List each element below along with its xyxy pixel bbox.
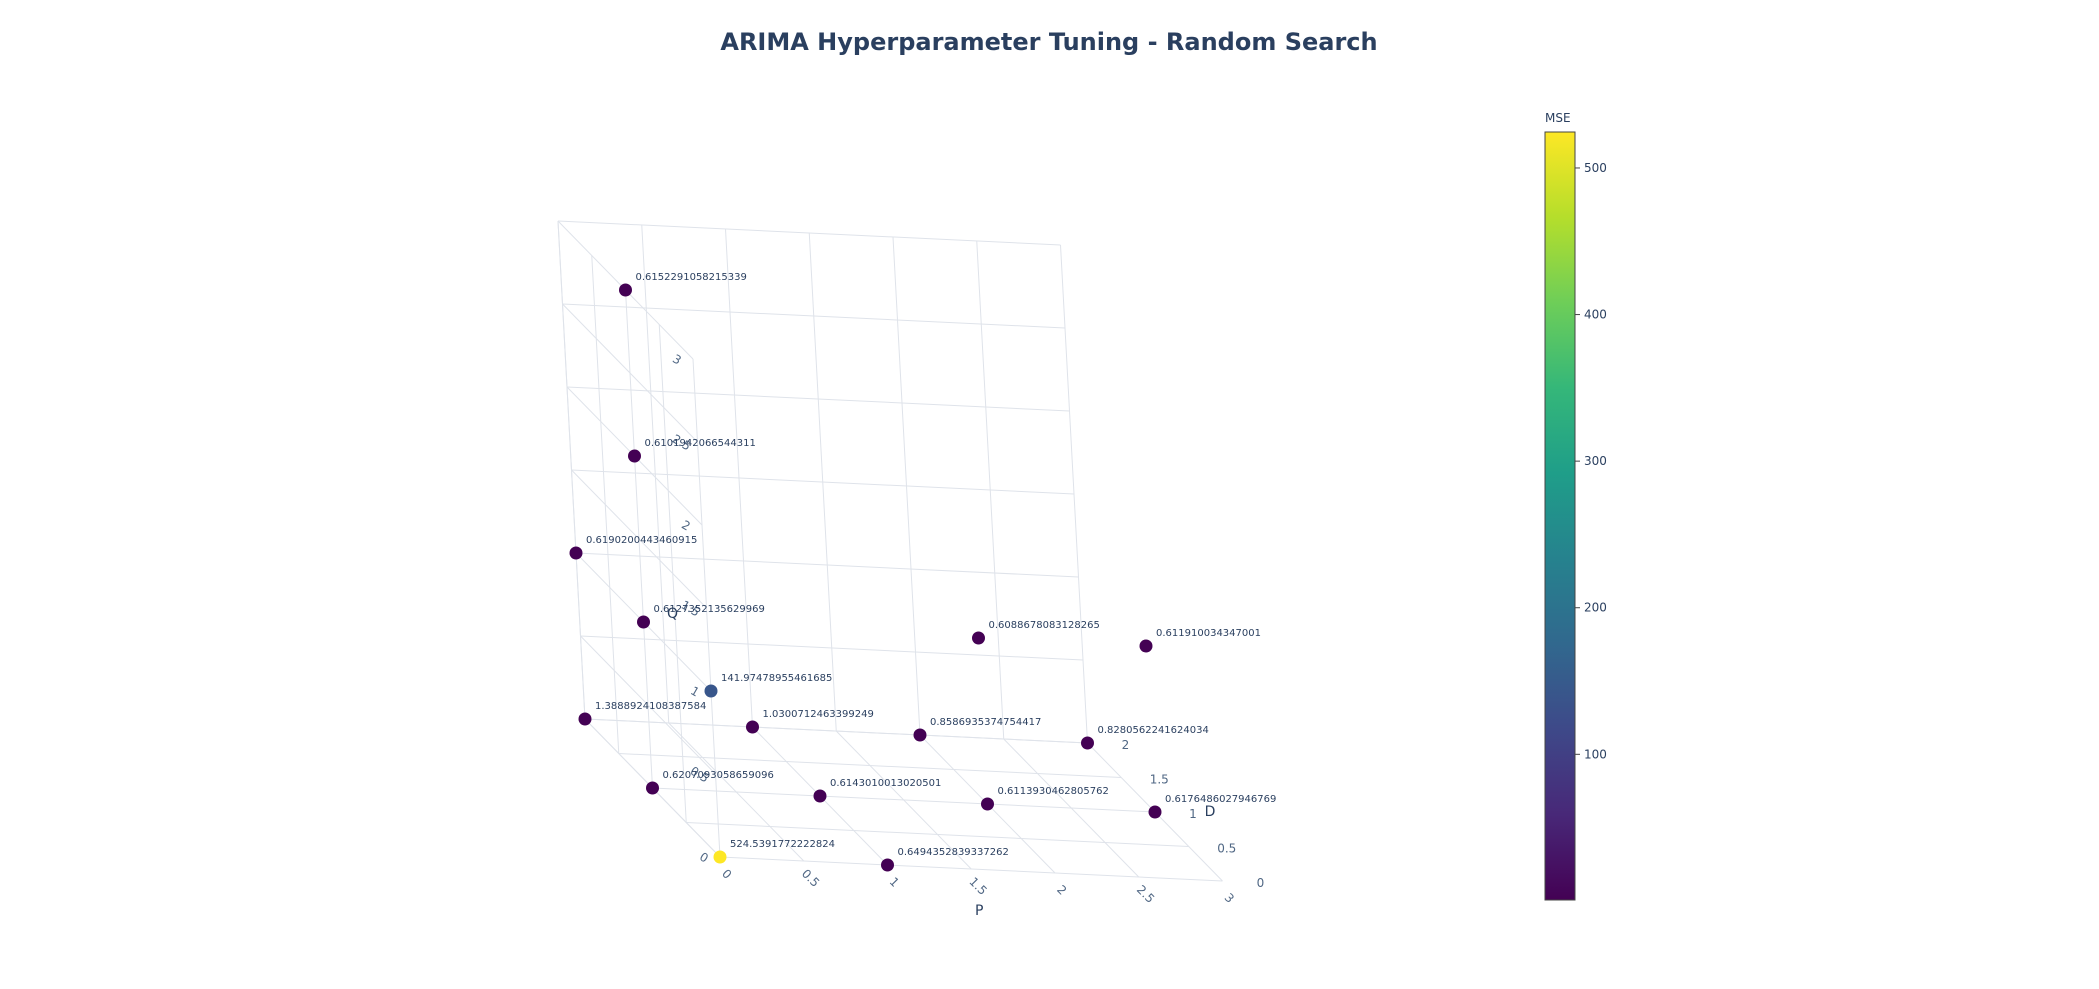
- floor-gridline: [686, 822, 1189, 847]
- data-point-label: 0.6190200443460915: [586, 535, 697, 546]
- data-point: [972, 631, 985, 645]
- q-axis-tick: 0: [697, 850, 711, 866]
- colorbar-tick-label: 300: [1584, 454, 1607, 468]
- data-point-label: 0.8280562241624034: [1098, 725, 1209, 736]
- p-axis-tick: 0.5: [799, 866, 822, 889]
- data-point: [746, 720, 759, 734]
- d-axis-tick: 0: [1257, 876, 1265, 890]
- q-axis-tick: 3: [670, 352, 684, 368]
- colorbar-title: MSE: [1545, 111, 1571, 125]
- data-point-label: 0.6152291058215339: [636, 272, 747, 283]
- data-point: [913, 728, 927, 742]
- p-axis-tick: 1: [887, 875, 902, 890]
- p-axis-tick: 3: [1222, 891, 1237, 906]
- p-axis-tick: 0: [719, 867, 734, 882]
- data-point-label: 0.6127352135629969: [654, 604, 765, 615]
- wall-gridline: [566, 386, 1070, 412]
- data-point-label: 0.6176486027946769: [1165, 794, 1276, 805]
- data-point: [704, 684, 718, 698]
- data-point-label: 0.6494352839337262: [898, 847, 1009, 858]
- d-axis-tick: 2: [1122, 738, 1130, 752]
- colorbar-gradient: [1544, 131, 1576, 901]
- data-point: [1148, 805, 1162, 819]
- data-point: [1081, 736, 1094, 750]
- data-point-label: 0.6143010013020501: [830, 778, 941, 789]
- data-point-label: 0.8586935374754417: [930, 717, 1041, 728]
- data-point-label: 141.97478955461685: [721, 673, 832, 684]
- gridlines: [557, 220, 1223, 882]
- data-point-label: 0.611910034347001: [1156, 628, 1261, 639]
- data-point-label: 0.6207093058659096: [663, 770, 774, 781]
- floor-gridline: [652, 787, 1156, 813]
- p-axis-title: P: [975, 903, 983, 919]
- colorbar-tick-label: 500: [1584, 161, 1607, 175]
- p-axis-tick: 2.5: [1134, 882, 1157, 905]
- wall-gridline: [571, 469, 1075, 495]
- floor-gridline: [719, 856, 1223, 882]
- data-point: [646, 781, 659, 795]
- colorbar-tick-label: 400: [1584, 308, 1607, 322]
- p-axis-tick: 2: [1054, 883, 1069, 898]
- wall-gridline: [571, 469, 707, 609]
- data-points: 524.5391772222824 0.6494352839337262 0.620…: [569, 272, 1276, 872]
- data-point: [619, 283, 632, 297]
- data-point: [637, 615, 650, 629]
- data-point: [1139, 639, 1153, 653]
- chart-title: ARIMA Hyperparameter Tuning - Random Sea…: [720, 28, 1377, 56]
- data-point-label: 0.6088678083128265: [989, 620, 1100, 631]
- data-point-label: 524.5391772222824: [730, 839, 835, 850]
- d-axis-title: D: [1205, 804, 1216, 820]
- d-axis-tick: 0.5: [1217, 842, 1236, 856]
- d-axis-tick: 1.5: [1150, 773, 1169, 787]
- data-point: [813, 789, 827, 803]
- data-point-label: 0.6113930462805762: [998, 786, 1109, 797]
- wall-gridline: [580, 635, 716, 775]
- colorbar-tick-label: 200: [1584, 601, 1607, 615]
- p-axis-tick: 1.5: [966, 874, 989, 897]
- data-point: [981, 797, 994, 811]
- data-point-label: 1.0300712463399249: [763, 709, 874, 720]
- wall-gridline: [584, 718, 1088, 744]
- colorbar-tick-label: 100: [1584, 747, 1607, 761]
- data-point: [628, 449, 641, 463]
- wall-gridline: [580, 635, 1084, 661]
- data-point-label: 0.6101942066544311: [645, 438, 756, 449]
- colorbar: MSE 100 200 300 400 500: [1544, 111, 1607, 901]
- axis-titles: P D Q: [667, 606, 1215, 919]
- data-point: [578, 712, 592, 726]
- q-axis-title: Q: [667, 606, 678, 622]
- data-point: [713, 850, 727, 864]
- q-axis-tick: 2: [679, 518, 693, 534]
- floor-gridline: [618, 753, 1122, 778]
- data-point: [881, 858, 894, 872]
- data-point-label: 1.3888924108387584: [595, 701, 706, 712]
- wall-gridline: [557, 220, 1061, 246]
- d-axis-tick: 1: [1189, 807, 1197, 821]
- wall-gridline: [562, 303, 698, 443]
- data-point: [569, 546, 583, 560]
- wall-gridline: [562, 303, 1066, 329]
- q-axis-tick: 1: [688, 684, 702, 700]
- wall-gridline: [575, 552, 1079, 578]
